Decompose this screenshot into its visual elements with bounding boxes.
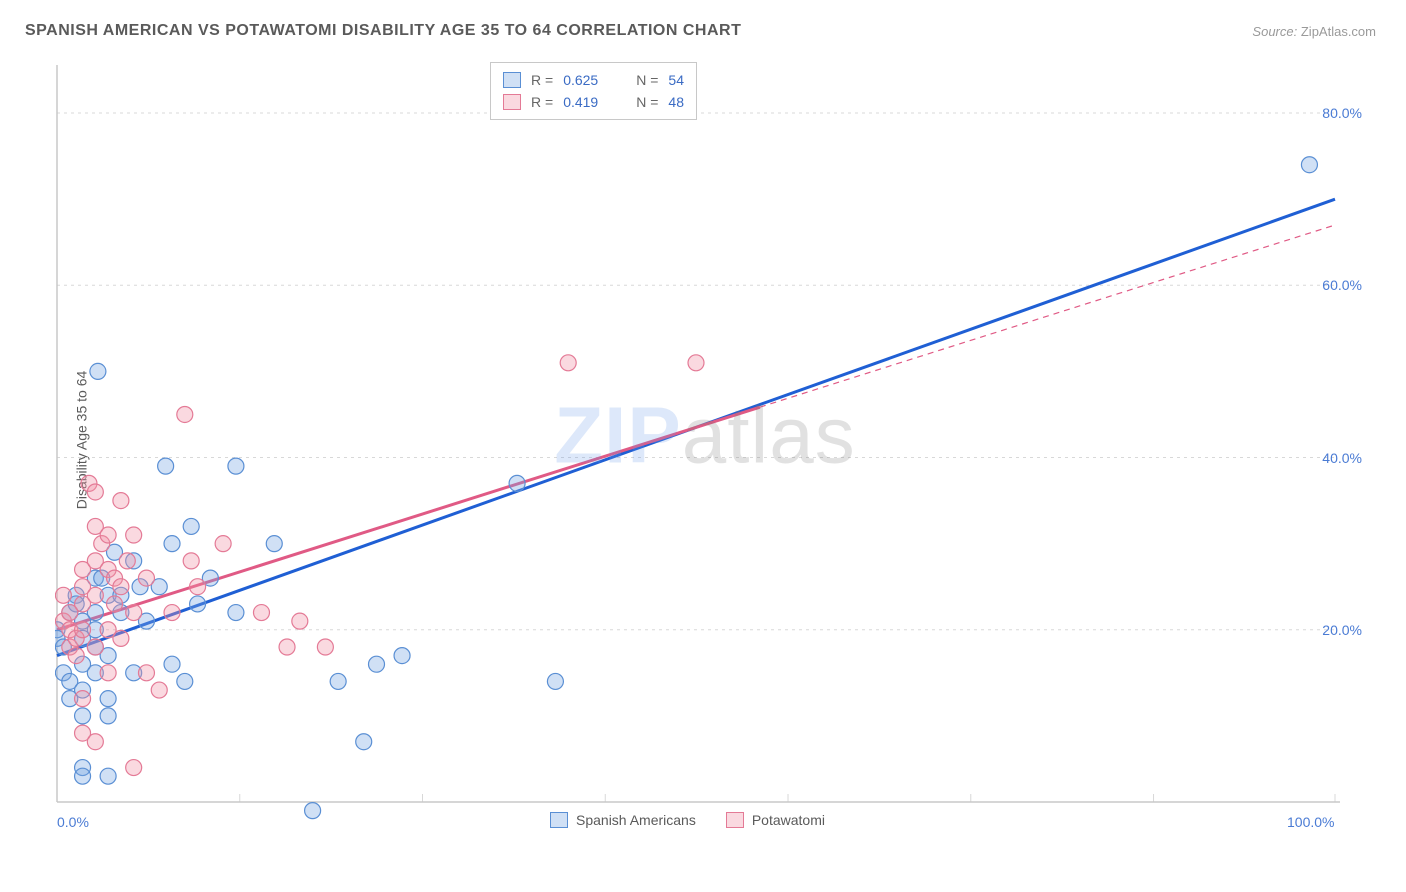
x-tick-label: 100.0% (1287, 814, 1334, 830)
stats-legend-row: R = 0.625 N = 54 (503, 69, 684, 91)
source-label: Source: (1252, 24, 1297, 39)
n-value: 48 (668, 94, 684, 110)
chart-title: SPANISH AMERICAN VS POTAWATOMI DISABILIT… (25, 22, 741, 40)
plot-area: Disability Age 35 to 64 ZIPatlas R =0.62… (50, 60, 1360, 820)
y-tick-label: 80.0% (1322, 105, 1362, 121)
stats-legend-row: R = 0.419 N = 48 (503, 91, 684, 113)
series-legend: Spanish Americans Potawatomi (550, 812, 825, 828)
source-credit: Source: ZipAtlas.com (1252, 24, 1376, 39)
source-value: ZipAtlas.com (1301, 24, 1376, 39)
y-tick-label: 60.0% (1322, 277, 1362, 293)
r-value: 0.625 (563, 72, 598, 88)
n-value: 54 (668, 72, 684, 88)
legend-swatch (726, 812, 744, 828)
r-value: 0.419 (563, 94, 598, 110)
legend-swatch (550, 812, 568, 828)
y-tick-label: 40.0% (1322, 450, 1362, 466)
r-label: R = (531, 94, 553, 110)
r-label: R = (531, 72, 553, 88)
legend-swatch (503, 94, 521, 110)
series-legend-item: Spanish Americans (550, 812, 696, 828)
y-tick-label: 20.0% (1322, 622, 1362, 638)
legend-swatch (503, 72, 521, 88)
x-tick-label: 0.0% (57, 814, 89, 830)
scatter-chart (55, 60, 1355, 820)
series-legend-label: Spanish Americans (576, 812, 696, 828)
series-legend-label: Potawatomi (752, 812, 825, 828)
series-legend-item: Potawatomi (726, 812, 825, 828)
n-label: N = (636, 94, 658, 110)
stats-legend: R = 0.625 N = 54 R = 0.419 N = 48 (490, 62, 697, 120)
n-label: N = (636, 72, 658, 88)
